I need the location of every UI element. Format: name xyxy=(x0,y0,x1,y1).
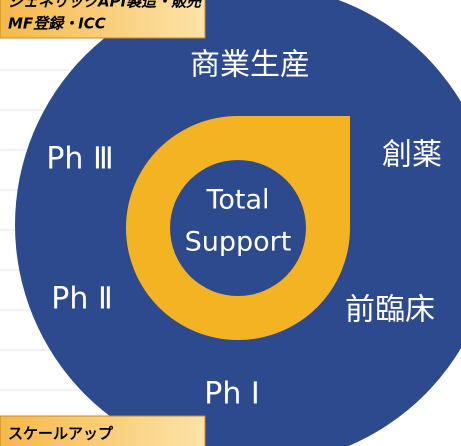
stage-label: 商業生産 xyxy=(190,48,310,83)
header-text: MF登録・ICC xyxy=(8,15,106,33)
header-text: ジェネリックAPI製造・販売 xyxy=(8,0,204,11)
stage-label: Ph Ⅲ xyxy=(46,142,113,177)
footer-box xyxy=(0,415,206,446)
center-text: Support xyxy=(185,227,292,258)
footer-text: スケールアップ xyxy=(8,425,114,443)
stage-label: Ph Ⅱ xyxy=(51,282,112,317)
stage-label: 創薬 xyxy=(382,138,442,173)
drop-center xyxy=(170,160,306,296)
stage-label: 前臨床 xyxy=(345,293,435,328)
header-box xyxy=(0,0,206,39)
stage-label: Ph Ⅰ xyxy=(204,377,260,412)
center-text: Total xyxy=(205,185,269,216)
